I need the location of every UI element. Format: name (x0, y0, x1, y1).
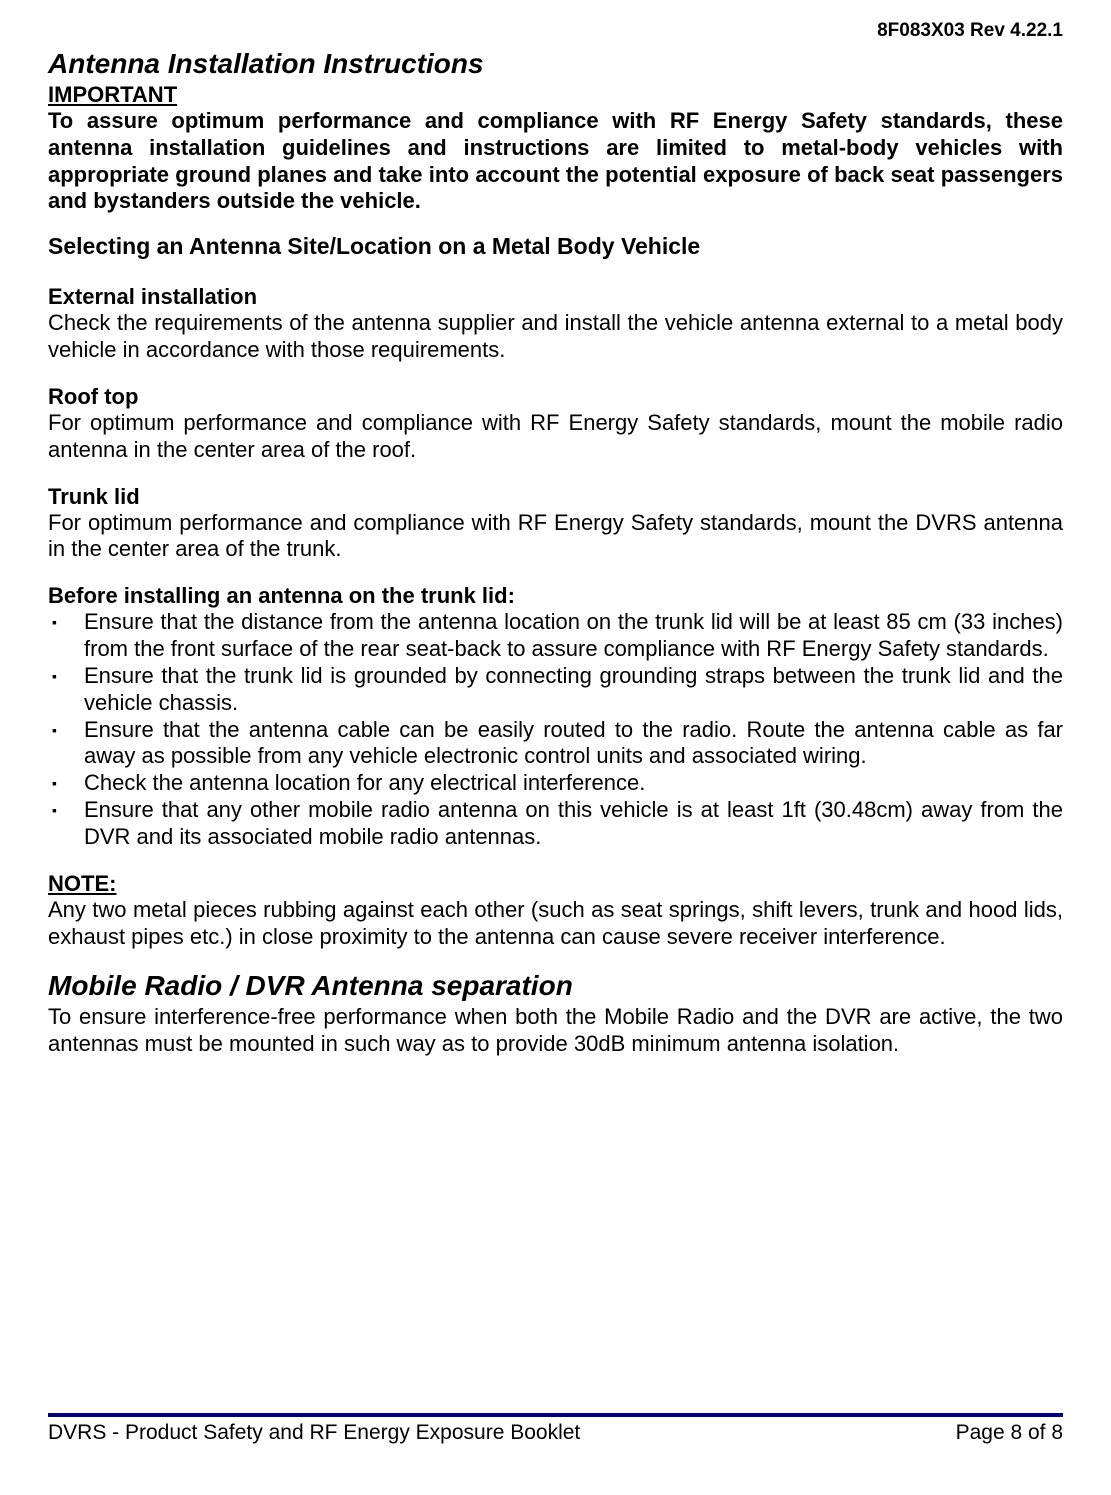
selecting-title: Selecting an Antenna Site/Location on a … (48, 233, 1063, 260)
footer-rule (48, 1413, 1063, 1417)
trunk-lid-bullets: Ensure that the distance from the antenn… (48, 609, 1063, 850)
trunk-lid-title: Trunk lid (48, 484, 1063, 510)
list-item: Check the antenna location for any elect… (48, 770, 1063, 797)
separation-text: To ensure interference-free performance … (48, 1004, 1063, 1058)
page-footer: DVRS - Product Safety and RF Energy Expo… (48, 1413, 1063, 1445)
list-item: Ensure that any other mobile radio anten… (48, 797, 1063, 851)
external-install-text: Check the requirements of the antenna su… (48, 310, 1063, 364)
roof-top-text: For optimum performance and compliance w… (48, 410, 1063, 464)
footer-left: DVRS - Product Safety and RF Energy Expo… (48, 1421, 580, 1445)
list-item: Ensure that the trunk lid is grounded by… (48, 663, 1063, 717)
list-item: Ensure that the distance from the antenn… (48, 609, 1063, 663)
footer-right: Page 8 of 8 (956, 1421, 1063, 1445)
doc-reference: 8F083X03 Rev 4.22.1 (48, 20, 1063, 42)
list-item: Ensure that the antenna cable can be eas… (48, 717, 1063, 771)
trunk-lid-text: For optimum performance and compliance w… (48, 510, 1063, 564)
note-label: NOTE: (48, 871, 1063, 897)
important-text: To assure optimum performance and compli… (48, 108, 1063, 215)
section-title-antenna: Antenna Installation Instructions (48, 48, 1063, 80)
roof-top-title: Roof top (48, 384, 1063, 410)
note-text: Any two metal pieces rubbing against eac… (48, 897, 1063, 951)
section-title-separation: Mobile Radio / DVR Antenna separation (48, 970, 1063, 1002)
page: 8F083X03 Rev 4.22.1 Antenna Installation… (0, 0, 1111, 1495)
important-label: IMPORTANT (48, 82, 1063, 108)
before-install-title: Before installing an antenna on the trun… (48, 583, 1063, 609)
external-install-title: External installation (48, 284, 1063, 310)
